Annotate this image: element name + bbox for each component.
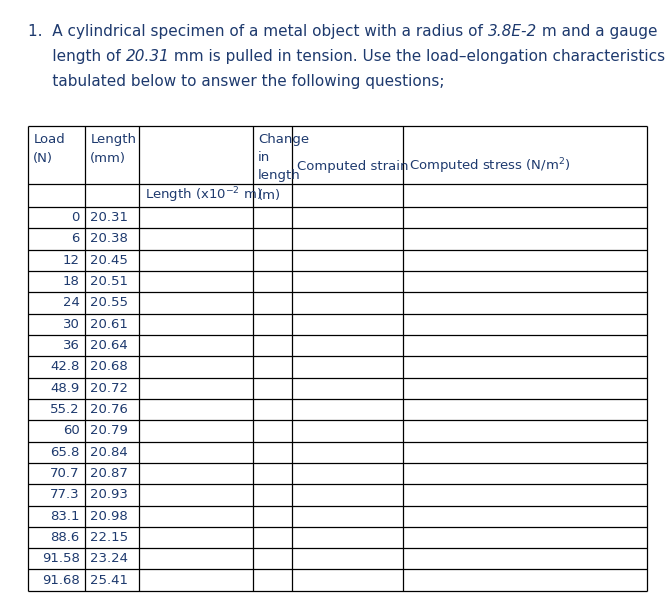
Text: 36: 36 (63, 339, 80, 352)
Text: 6: 6 (71, 233, 80, 245)
Text: 3.8E-2: 3.8E-2 (488, 24, 537, 39)
Text: 77.3: 77.3 (50, 489, 80, 501)
Text: 20.93: 20.93 (91, 489, 128, 501)
Text: Computed stress (N/m$^2$): Computed stress (N/m$^2$) (409, 157, 570, 176)
Text: 20.61: 20.61 (91, 318, 128, 331)
Text: 30: 30 (63, 318, 80, 331)
Text: 48.9: 48.9 (51, 382, 80, 395)
Text: 20.87: 20.87 (91, 467, 128, 480)
Text: 0: 0 (71, 211, 80, 224)
Text: 22.15: 22.15 (91, 531, 129, 544)
Text: 91.68: 91.68 (42, 573, 80, 587)
Text: 60: 60 (63, 425, 80, 437)
Text: 55.2: 55.2 (50, 403, 80, 416)
Text: 20.51: 20.51 (91, 275, 129, 288)
Text: mm is pulled in tension. Use the load–elongation characteristics: mm is pulled in tension. Use the load–el… (169, 49, 665, 64)
Text: 1.  A cylindrical specimen of a metal object with a radius of: 1. A cylindrical specimen of a metal obj… (28, 24, 488, 39)
Text: 20.45: 20.45 (91, 254, 128, 267)
Text: 70.7: 70.7 (50, 467, 80, 480)
Text: 42.8: 42.8 (50, 361, 80, 373)
Text: Computed strain: Computed strain (297, 160, 409, 173)
Text: 20.98: 20.98 (91, 509, 128, 523)
Text: Load: Load (33, 133, 65, 146)
Text: 20.72: 20.72 (91, 382, 129, 395)
Text: 20.64: 20.64 (91, 339, 128, 352)
Text: 20.79: 20.79 (91, 425, 128, 437)
Text: 20.31: 20.31 (91, 211, 129, 224)
Text: 18: 18 (63, 275, 80, 288)
Text: 88.6: 88.6 (51, 531, 80, 544)
Text: 20.31: 20.31 (126, 49, 169, 64)
Text: 24: 24 (63, 297, 80, 309)
Text: length of: length of (28, 49, 126, 64)
Text: 20.38: 20.38 (91, 233, 128, 245)
Text: (mm): (mm) (91, 152, 127, 165)
Text: (N): (N) (33, 152, 53, 165)
Text: Change: Change (258, 133, 309, 146)
Text: 20.84: 20.84 (91, 446, 128, 459)
Text: Length (x10$^{-2}$ m): Length (x10$^{-2}$ m) (145, 186, 262, 205)
Text: 20.55: 20.55 (91, 297, 129, 309)
Text: 91.58: 91.58 (42, 553, 80, 565)
Text: 20.68: 20.68 (91, 361, 128, 373)
Text: (m): (m) (258, 189, 281, 202)
Text: 20.76: 20.76 (91, 403, 128, 416)
Text: m and a gauge: m and a gauge (537, 24, 657, 39)
Text: 83.1: 83.1 (50, 509, 80, 523)
Text: 25.41: 25.41 (91, 573, 129, 587)
Text: Length: Length (91, 133, 137, 146)
Text: length: length (258, 169, 301, 182)
Text: 12: 12 (63, 254, 80, 267)
Text: 65.8: 65.8 (50, 446, 80, 459)
Text: tabulated below to answer the following questions;: tabulated below to answer the following … (28, 74, 444, 89)
Text: 23.24: 23.24 (91, 553, 129, 565)
Text: in: in (258, 151, 270, 164)
